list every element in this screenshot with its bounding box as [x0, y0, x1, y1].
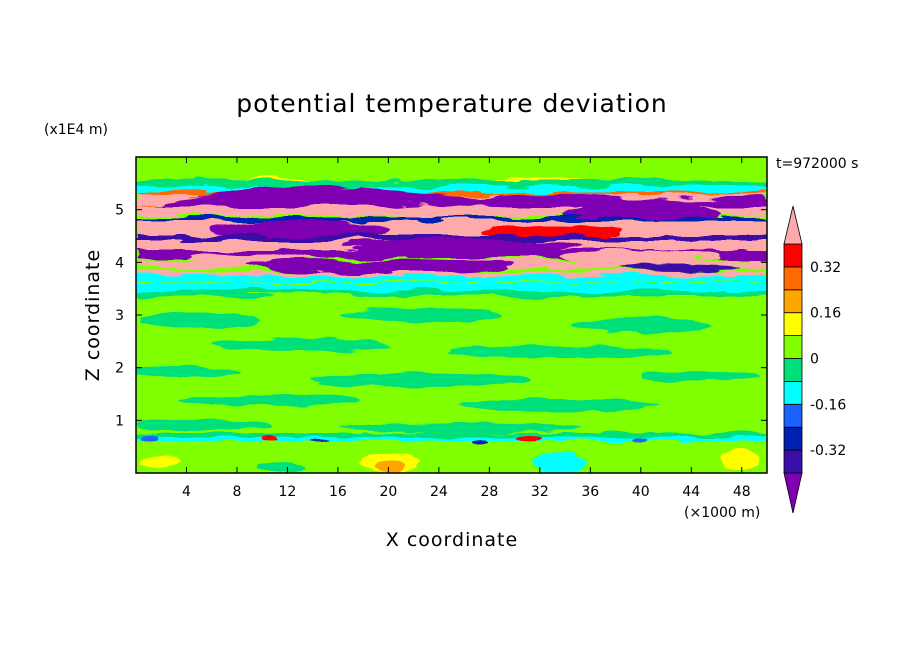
- y-tick-label: 5: [115, 203, 124, 219]
- y-axis-label: Z coordinate: [82, 249, 104, 381]
- colorbar-label: -0.16: [810, 397, 846, 413]
- y-tick-label: 3: [115, 308, 124, 324]
- x-tick-label: 36: [581, 484, 599, 500]
- x-tick-label: 28: [480, 484, 498, 500]
- colorbar-segment: [783, 449, 803, 474]
- x-tick-label: 12: [279, 484, 297, 500]
- colorbar-label: 0: [810, 352, 819, 368]
- y-tick-label: 2: [115, 361, 124, 377]
- x-tick-label: 44: [682, 484, 700, 500]
- colorbar-segment: [783, 312, 803, 337]
- colorbar-segment: [783, 335, 803, 359]
- y-tick-label: 4: [115, 255, 124, 271]
- y-axis-ticks: 1 2 3 4 5: [115, 203, 767, 429]
- colorbar-segment: [783, 243, 803, 268]
- x-axis-ticks: 4 8 12 16 20 24 28 32 36 40 44 48: [182, 157, 751, 500]
- colorbar: 0.32 0.16 0 -0.16 -0.32: [783, 205, 846, 514]
- x-unit-label: (×1000 m): [684, 505, 760, 521]
- colorbar-label: 0.16: [810, 306, 841, 322]
- colorbar-segment: [783, 380, 803, 405]
- x-tick-label: 48: [733, 484, 751, 500]
- x-tick-label: 24: [430, 484, 448, 500]
- colorbar-segment: [783, 289, 803, 314]
- colorbar-label: -0.32: [810, 443, 846, 459]
- colorbar-segment: [783, 358, 803, 382]
- colorbar-segment: [783, 426, 803, 451]
- colorbar-segment: [783, 266, 803, 291]
- x-tick-label: 4: [182, 484, 191, 500]
- colorbar-extend-max: [783, 205, 803, 245]
- contour-field: [136, 157, 767, 473]
- x-tick-label: 8: [232, 484, 241, 500]
- colorbar-segment: [783, 403, 803, 428]
- time-label: t=972000 s: [776, 156, 858, 172]
- x-tick-label: 16: [329, 484, 347, 500]
- colorbar-extend-min: [783, 472, 803, 514]
- y-unit-label: (x1E4 m): [44, 122, 108, 138]
- colorbar-label: 0.32: [810, 260, 841, 276]
- x-tick-label: 40: [632, 484, 650, 500]
- chart-title: potential temperature deviation: [236, 89, 667, 118]
- x-axis-label: X coordinate: [386, 529, 518, 551]
- x-tick-label: 20: [379, 484, 397, 500]
- x-tick-label: 32: [531, 484, 549, 500]
- y-tick-label: 1: [115, 413, 124, 429]
